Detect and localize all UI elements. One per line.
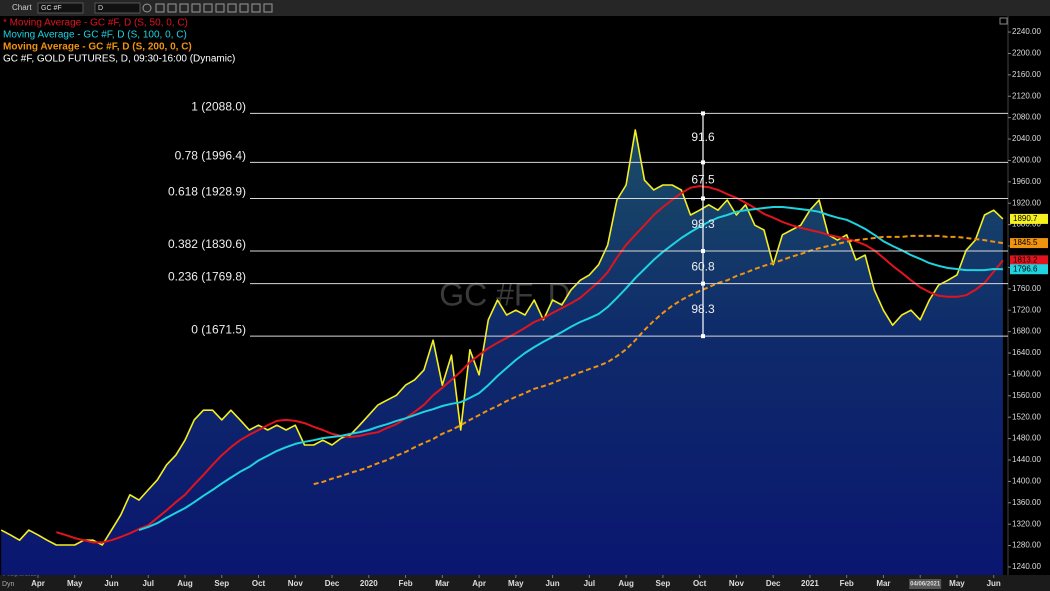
x-axis-band <box>0 575 1050 591</box>
moving-average-line <box>313 234 1004 486</box>
x-tick-label: Oct <box>252 579 266 588</box>
y-tick-label: 2040.00 <box>1012 134 1041 143</box>
fib-label: 1 (2088.0) <box>191 100 246 114</box>
price-area <box>1 129 1003 575</box>
y-tick-label: 1320.00 <box>1012 519 1041 528</box>
fib-label: 0.382 (1830.6) <box>168 237 246 251</box>
symbol[interactable]: GC #F <box>41 5 62 12</box>
last-value-label: 1845.5 <box>1013 238 1038 247</box>
fib-label: 0 (1671.5) <box>191 322 246 336</box>
fib-difference: 98.3 <box>691 302 715 316</box>
mode: Dyn <box>2 581 15 588</box>
x-tick-label: 04/06/2021 <box>910 582 941 588</box>
fib-label: 0.78 (1996.4) <box>175 149 246 163</box>
toolbar-icons[interactable] <box>142 3 273 13</box>
last-value-label: 1796.6 <box>1013 264 1038 273</box>
x-tick-label: Jun <box>987 579 1001 588</box>
x-tick-label: May <box>67 579 83 588</box>
y-tick-label: 1880.00 <box>1012 220 1041 229</box>
price-line <box>0 129 1004 546</box>
y-tick-label: 2120.00 <box>1012 91 1041 100</box>
y-tick-label: 1600.00 <box>1012 370 1041 379</box>
last-value-tag <box>1010 264 1048 275</box>
fib-difference: 91.6 <box>691 130 715 144</box>
x-tick-label: Jul <box>584 579 596 588</box>
y-tick-label: 2000.00 <box>1012 156 1041 165</box>
x-tick-label: Feb <box>840 579 854 588</box>
last-value-tag <box>1010 213 1048 224</box>
y-tick-label: 1480.00 <box>1012 434 1041 443</box>
x-tick-label: Feb <box>398 579 412 588</box>
x-tick-label: Aug <box>177 579 193 588</box>
y-tick-label: 1560.00 <box>1012 391 1041 400</box>
y-tick-label: 2200.00 <box>1012 49 1041 58</box>
y-tick-label: 1400.00 <box>1012 476 1041 485</box>
y-tick-label: 1920.00 <box>1012 198 1041 207</box>
x-tick-label: May <box>508 579 524 588</box>
last-value-tag <box>1010 238 1048 249</box>
window-title: Chart <box>12 3 32 12</box>
y-tick-label: 1240.00 <box>1012 562 1041 571</box>
settings-icon[interactable] <box>999 17 1008 25</box>
y-tick-label: 1640.00 <box>1012 348 1041 357</box>
legend-entry: Moving Average - GC #F, D (S, 100, 0, C) <box>3 30 187 41</box>
plot: GC #F, D2240.002200.002160.002120.002080… <box>0 18 1048 589</box>
y-tick-label: 1360.00 <box>1012 498 1041 507</box>
legend-entry: * Moving Average - GC #F, D (S, 50, 0, C… <box>3 18 188 29</box>
fib-label: 0.236 (1769.8) <box>168 270 246 284</box>
x-tick-label: May <box>949 579 965 588</box>
x-tick-label: Apr <box>31 579 45 588</box>
last-value-label: 1813.2 <box>1013 255 1038 264</box>
fib-difference: 98.3 <box>691 217 715 231</box>
last-value-label: 1890.7 <box>1013 214 1038 223</box>
x-tick-label: Mar <box>435 579 449 588</box>
x-tick-label: Jun <box>545 579 559 588</box>
interval[interactable]: D <box>98 5 103 12</box>
symbol-box[interactable] <box>37 2 84 14</box>
x-tick-label: Apr <box>472 579 486 588</box>
interval-box[interactable] <box>94 2 141 14</box>
y-tick-label: 2240.00 <box>1012 27 1041 36</box>
x-tick-label: Jun <box>104 579 118 588</box>
x-tick-label: Dec <box>325 579 340 588</box>
fib-difference: 60.8 <box>691 259 715 273</box>
x-tick-label: 2020 <box>360 579 378 588</box>
moving-average-line <box>56 185 1004 544</box>
legend-entry: Moving Average - GC #F, D (S, 200, 0, C) <box>3 42 192 53</box>
y-tick-label: 1680.00 <box>1012 327 1041 336</box>
x-tick-label: Nov <box>288 579 304 588</box>
y-tick-label: 1280.00 <box>1012 541 1041 550</box>
y-tick-label: 1440.00 <box>1012 455 1041 464</box>
last-value-tag <box>1010 255 1048 266</box>
fib-difference: 67.5 <box>691 173 715 187</box>
y-tick-label: 1720.00 <box>1012 305 1041 314</box>
moving-average-line <box>138 206 1003 532</box>
x-tick-label: Aug <box>618 579 634 588</box>
y-tick-label: 2080.00 <box>1012 113 1041 122</box>
fib-label: 0.618 (1928.9) <box>168 185 246 199</box>
y-tick-label: 1520.00 <box>1012 412 1041 421</box>
x-tick-label: 2021 <box>801 579 819 588</box>
x-tick-label: Jul <box>142 579 154 588</box>
x-tick-label: Sep <box>214 579 229 588</box>
x-tick-label: Mar <box>876 579 890 588</box>
x-tick-label: Oct <box>693 579 707 588</box>
y-tick-label: 2160.00 <box>1012 70 1041 79</box>
x-tick-label: Sep <box>656 579 671 588</box>
y-tick-label: 1760.00 <box>1012 284 1041 293</box>
y-tick-label: 1960.00 <box>1012 177 1041 186</box>
x-tick-label: Nov <box>729 579 745 588</box>
crosshair-date-box <box>909 579 942 589</box>
x-tick-label: Dec <box>766 579 781 588</box>
legend-entry: GC #F, GOLD FUTURES, D, 09:30-16:00 (Dyn… <box>3 54 235 65</box>
toolbar <box>0 0 1050 16</box>
